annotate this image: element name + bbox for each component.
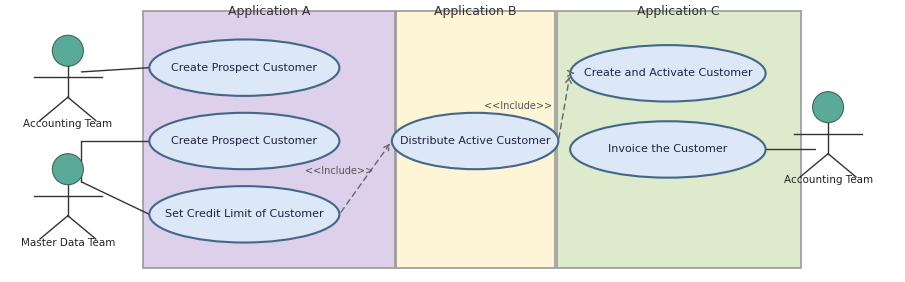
- Ellipse shape: [570, 121, 766, 178]
- Text: Accounting Team: Accounting Team: [24, 119, 112, 129]
- Ellipse shape: [392, 113, 558, 169]
- Text: Invoice the Customer: Invoice the Customer: [608, 144, 728, 155]
- Text: Create Prospect Customer: Create Prospect Customer: [171, 63, 318, 73]
- Ellipse shape: [149, 39, 339, 96]
- Ellipse shape: [813, 92, 843, 123]
- Text: Create Prospect Customer: Create Prospect Customer: [171, 136, 318, 146]
- Text: Application B: Application B: [433, 5, 517, 18]
- Ellipse shape: [149, 186, 339, 243]
- Text: Master Data Team: Master Data Team: [21, 237, 115, 248]
- FancyBboxPatch shape: [557, 11, 801, 268]
- FancyBboxPatch shape: [143, 11, 395, 268]
- Text: Application C: Application C: [637, 5, 720, 18]
- Text: Accounting Team: Accounting Team: [784, 175, 872, 186]
- Text: Application A: Application A: [227, 5, 310, 18]
- Text: <<Include>>: <<Include>>: [305, 166, 374, 176]
- Text: Set Credit Limit of Customer: Set Credit Limit of Customer: [165, 209, 324, 219]
- Ellipse shape: [149, 113, 339, 169]
- Text: Distribute Active Customer: Distribute Active Customer: [400, 136, 550, 146]
- Ellipse shape: [52, 154, 83, 185]
- Ellipse shape: [570, 45, 766, 102]
- FancyBboxPatch shape: [396, 11, 555, 268]
- Ellipse shape: [52, 35, 83, 66]
- Text: Create and Activate Customer: Create and Activate Customer: [584, 68, 752, 78]
- Text: <<Include>>: <<Include>>: [483, 101, 552, 111]
